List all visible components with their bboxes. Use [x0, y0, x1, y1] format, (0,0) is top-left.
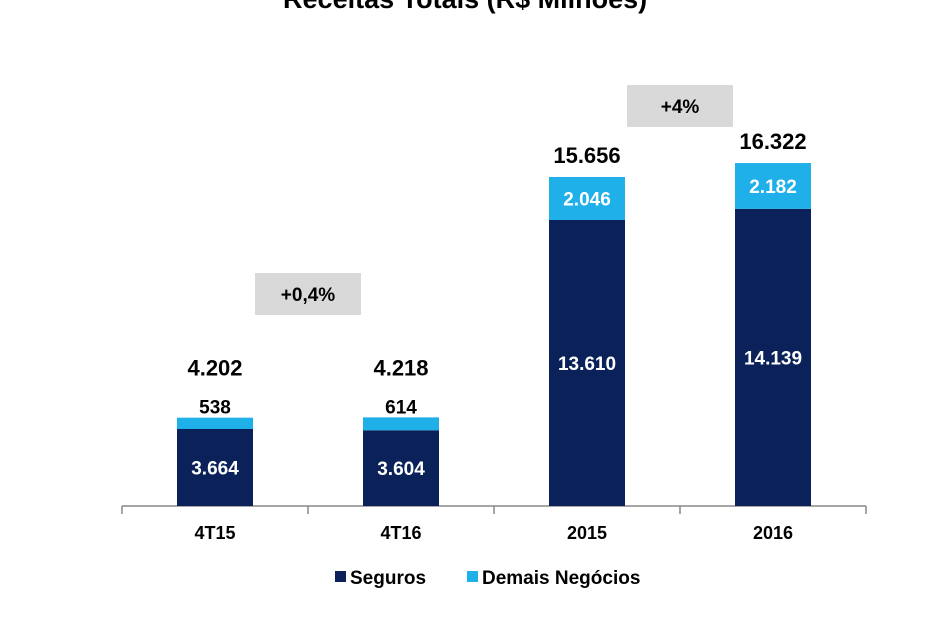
total-label: 4.218: [373, 355, 428, 380]
total-label: 16.322: [739, 129, 806, 154]
legend-label: Demais Negócios: [482, 568, 640, 589]
chart-title-text: Receitas Totais (R$ Milhões): [283, 0, 647, 14]
x-tick-label: 4T16: [380, 523, 421, 543]
data-label: 538: [199, 398, 231, 419]
growth-badge: [255, 273, 361, 315]
legend-swatch: [335, 571, 346, 582]
growth-label: +4%: [661, 97, 700, 118]
bar-demais-negócios: [177, 417, 253, 430]
total-label: 4.202: [187, 356, 242, 381]
chart-title: Receitas Totais (R$ Milhões)1: [0, 0, 938, 15]
data-label: 13.610: [558, 354, 616, 375]
data-label: 614: [385, 397, 417, 418]
data-label: 3.604: [377, 459, 425, 480]
legend-swatch: [467, 571, 478, 582]
title-footnote: 1: [647, 0, 655, 1]
data-label: 2.182: [749, 177, 797, 198]
bar-seguros: [363, 430, 439, 506]
x-tick-label: 2016: [753, 523, 793, 543]
bar-seguros: [549, 219, 625, 506]
legend-label: Seguros: [350, 568, 426, 589]
growth-badge: [627, 85, 733, 127]
bar-demais-negócios: [363, 417, 439, 431]
data-label: 2.046: [563, 189, 611, 210]
x-tick-label: 2015: [567, 523, 607, 543]
bar-demais-negócios: [549, 176, 625, 220]
data-label: 3.664: [191, 459, 239, 480]
bar-seguros: [735, 208, 811, 507]
x-tick-label: 4T15: [194, 523, 235, 543]
bar-seguros: [177, 429, 253, 506]
total-label: 15.656: [553, 143, 620, 168]
data-label: 14.139: [744, 348, 802, 369]
growth-label: +0,4%: [281, 285, 336, 306]
bar-demais-negócios: [735, 163, 811, 209]
